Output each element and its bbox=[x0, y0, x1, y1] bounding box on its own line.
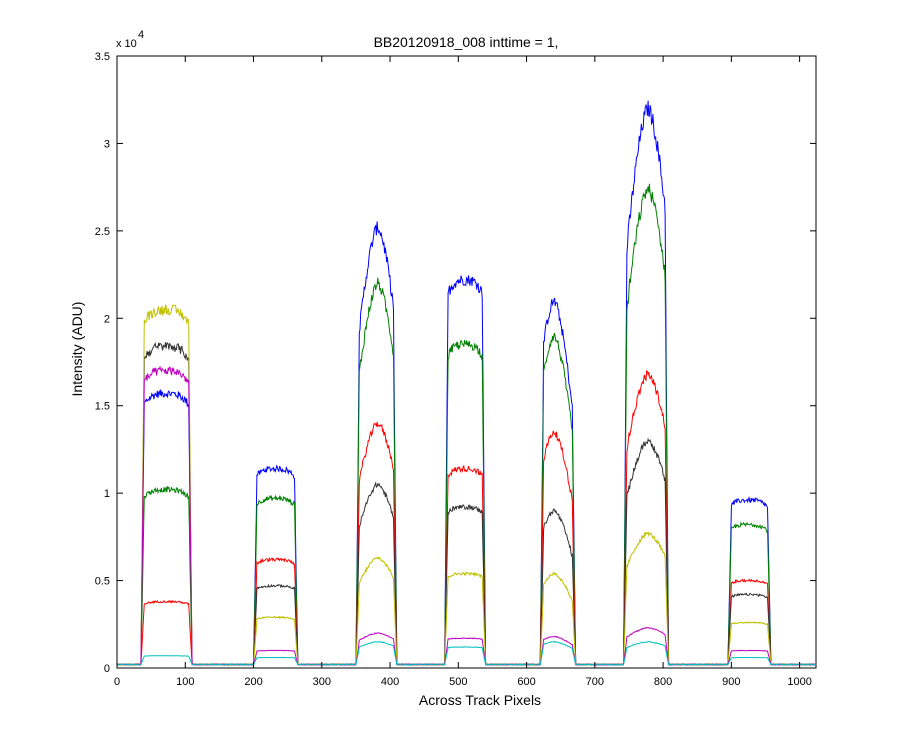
x-tick-label: 200 bbox=[244, 676, 262, 688]
y-axis-title: Intensity (ADU) bbox=[69, 302, 85, 397]
y-tick-label: 3 bbox=[104, 138, 110, 150]
y-multiplier-exponent: 4 bbox=[138, 29, 144, 41]
chart-title: BB20120918_008 inttime = 1, bbox=[374, 34, 559, 50]
x-tick-label: 900 bbox=[722, 676, 740, 688]
x-tick-label: 1000 bbox=[787, 676, 811, 688]
x-tick-label: 300 bbox=[313, 676, 331, 688]
x-tick-label: 400 bbox=[381, 676, 399, 688]
series-line-7 bbox=[116, 640, 817, 666]
x-tick-label: 0 bbox=[114, 676, 120, 688]
y-tick-label: 2.5 bbox=[95, 226, 110, 238]
y-tick-label: 1 bbox=[104, 488, 110, 500]
x-tick-label: 800 bbox=[654, 676, 672, 688]
x-tick-label: 700 bbox=[586, 676, 604, 688]
tick-layer: 0 100 200 300 400 500 600 700 800 900 1000 0 0.5 1 1.5… bbox=[95, 51, 816, 688]
y-tick-label: 3.5 bbox=[95, 51, 110, 63]
series-layer bbox=[116, 100, 817, 666]
y-tick-label: 0.5 bbox=[95, 576, 110, 588]
x-tick-label: 500 bbox=[449, 676, 467, 688]
x-tick-label: 600 bbox=[517, 676, 535, 688]
x-axis-title: Across Track Pixels bbox=[419, 692, 541, 708]
x-tick-label: 100 bbox=[176, 676, 194, 688]
plot-area bbox=[116, 55, 817, 669]
y-tick-label: 1.5 bbox=[95, 401, 110, 413]
y-multiplier-label: x 10 bbox=[116, 38, 137, 50]
y-tick-label: 2 bbox=[104, 313, 110, 325]
y-tick-label: 0 bbox=[104, 663, 110, 675]
